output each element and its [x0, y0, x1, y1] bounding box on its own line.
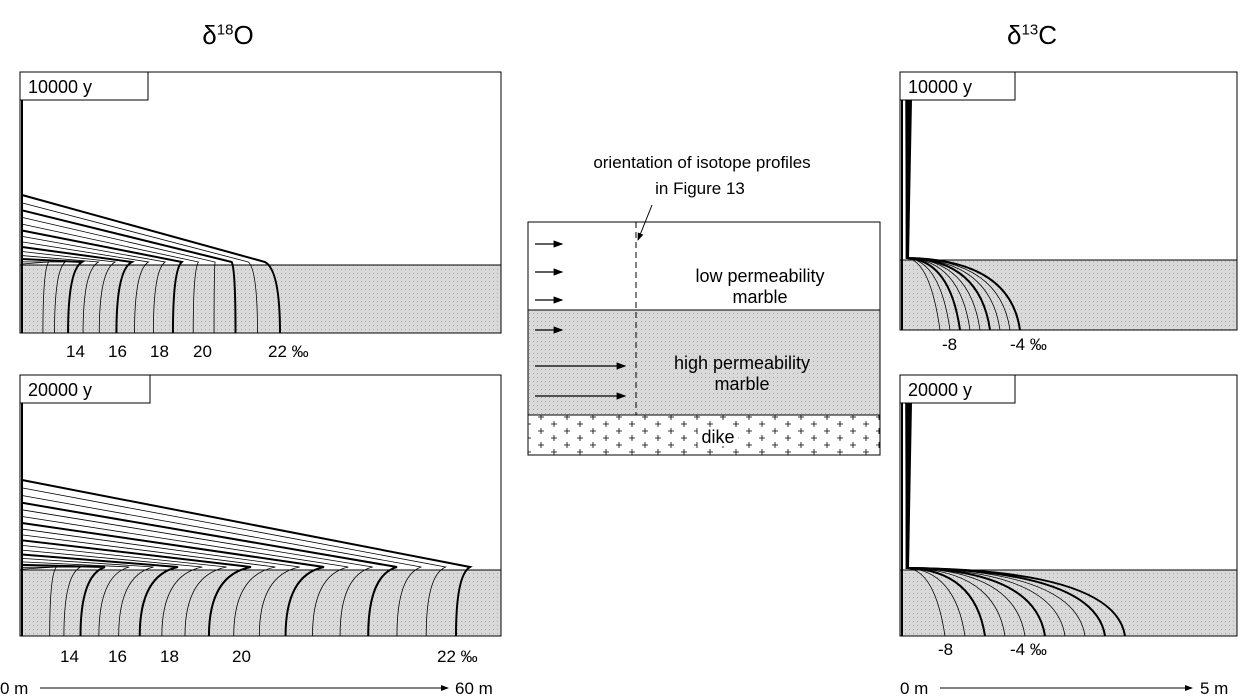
- caption: orientation of isotope profiles: [593, 153, 811, 172]
- contour: [21, 236, 167, 334]
- time-box: [899, 374, 1016, 404]
- high-permeability-zone: [19, 569, 502, 637]
- contour: [21, 516, 349, 637]
- contour-label: -4 ‰: [1010, 335, 1047, 354]
- contour: [21, 509, 373, 637]
- contour-label: 22 ‰: [437, 647, 478, 666]
- contour: [21, 553, 179, 637]
- contour: [21, 539, 252, 637]
- contour: [21, 495, 422, 637]
- layer-label: high permeability marble: [673, 353, 811, 394]
- axis-label: 60 m: [455, 679, 493, 698]
- contour-label: 18: [150, 342, 169, 361]
- time-label: 10000 y: [28, 77, 93, 97]
- contour: [21, 209, 237, 334]
- contour-label: -4 ‰: [1010, 640, 1047, 659]
- contour: [21, 194, 281, 334]
- time-label: 20000 y: [908, 380, 973, 400]
- contour-label: 14: [66, 342, 85, 361]
- contour-label: 20: [232, 647, 251, 666]
- schematic: [527, 204, 881, 456]
- contour: [21, 251, 117, 334]
- contour: [21, 558, 154, 637]
- contour: [21, 501, 398, 637]
- time-box: [19, 374, 151, 404]
- axis-label: 5 m: [1200, 679, 1229, 698]
- contour: [21, 561, 130, 637]
- contour-label: 16: [108, 647, 127, 666]
- contour: [906, 402, 1126, 637]
- time-label: 20000 y: [28, 380, 93, 400]
- contour-label: 20: [193, 342, 212, 361]
- contour-label: 18: [160, 647, 179, 666]
- contour: [21, 229, 184, 334]
- time-box: [19, 71, 149, 101]
- axis-label: 0 m: [900, 679, 929, 698]
- contour: [21, 534, 276, 637]
- title: δ18O: [202, 20, 254, 50]
- contour: [21, 487, 448, 637]
- contour: [21, 545, 227, 637]
- contour: [21, 521, 325, 637]
- contour: [21, 563, 106, 637]
- contour: [21, 202, 258, 334]
- axis-label: 0 m: [0, 679, 29, 698]
- caption: in Figure 13: [655, 179, 745, 198]
- contour-label: 22 ‰: [268, 342, 309, 361]
- contour: [21, 255, 100, 334]
- layer-label: dike: [697, 428, 739, 446]
- contour: [21, 217, 216, 334]
- contour-label: -8: [942, 335, 958, 354]
- contour: [21, 528, 300, 637]
- high-permeability-zone: [19, 264, 502, 334]
- title: δ13C: [1007, 20, 1057, 50]
- layer-label: low permeability marble: [695, 266, 825, 307]
- contour-label: 16: [108, 342, 127, 361]
- contour-label: -8: [938, 640, 954, 659]
- time-box: [899, 71, 1016, 101]
- contour: [21, 479, 473, 637]
- time-label: 10000 y: [908, 77, 973, 97]
- panels: [19, 71, 1238, 637]
- contour: [21, 549, 203, 637]
- contour-label: 14: [60, 647, 79, 666]
- contour: [21, 241, 150, 334]
- contour: [21, 223, 200, 334]
- contour: [21, 258, 86, 334]
- contour: [21, 245, 136, 334]
- contour: [906, 99, 1021, 331]
